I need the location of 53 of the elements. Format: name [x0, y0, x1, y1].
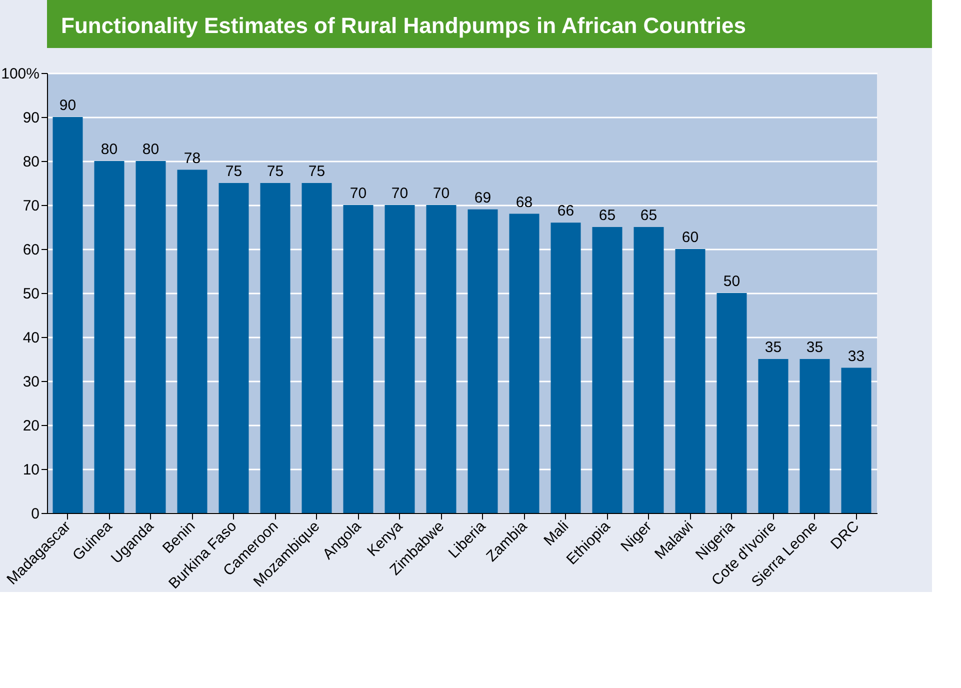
y-tick-label: 70	[22, 198, 40, 214]
bar	[52, 117, 83, 513]
data-label: 65	[598, 207, 616, 224]
y-tick-label: 60	[22, 242, 40, 258]
data-label: 35	[806, 339, 824, 356]
data-label: 75	[308, 163, 326, 180]
data-label: 65	[640, 207, 658, 224]
bar	[592, 227, 622, 513]
data-label: 75	[266, 163, 284, 180]
bar	[634, 227, 664, 513]
data-label: 78	[184, 150, 201, 167]
data-label: 68	[516, 194, 533, 211]
y-tick-label: 50	[22, 286, 40, 302]
bar	[675, 249, 706, 513]
chart-title: Functionality Estimates of Rural Handpumps in African Countries	[61, 13, 746, 38]
y-tick-label: 90	[22, 110, 40, 126]
data-label: 66	[557, 202, 574, 220]
bar	[302, 183, 332, 513]
data-label: 35	[764, 339, 782, 356]
bar	[716, 293, 747, 513]
y-tick-label: 20	[22, 418, 40, 434]
bar	[509, 214, 540, 513]
bar	[260, 183, 290, 513]
bar	[384, 205, 415, 513]
x-tick-label: Mali	[540, 518, 572, 550]
y-tick-label: 80	[22, 154, 40, 170]
y-tick-label: 100%	[1, 66, 40, 82]
data-label: 50	[723, 273, 740, 290]
data-label: 80	[100, 141, 118, 158]
bar	[800, 359, 830, 513]
bar	[177, 170, 208, 513]
bar	[426, 205, 456, 513]
y-tick-label: 40	[22, 330, 40, 346]
bar	[136, 161, 166, 513]
bar	[94, 161, 124, 513]
y-tick-label: 30	[22, 374, 40, 390]
y-tick-label: 10	[22, 462, 40, 478]
data-label: 70	[432, 185, 450, 202]
data-label: 75	[225, 163, 242, 180]
data-label: 70	[391, 185, 408, 202]
bar	[758, 359, 788, 513]
data-label: 33	[848, 348, 865, 365]
data-label: 60	[682, 229, 699, 246]
bar	[550, 222, 581, 513]
data-label: 70	[350, 185, 367, 202]
bar	[468, 209, 498, 513]
y-tick-label: 0	[31, 506, 40, 522]
data-label: 90	[59, 97, 76, 114]
bar	[218, 183, 249, 513]
data-label: 80	[142, 141, 160, 158]
bar	[841, 368, 872, 513]
data-label: 69	[474, 189, 492, 206]
bar	[343, 205, 374, 513]
